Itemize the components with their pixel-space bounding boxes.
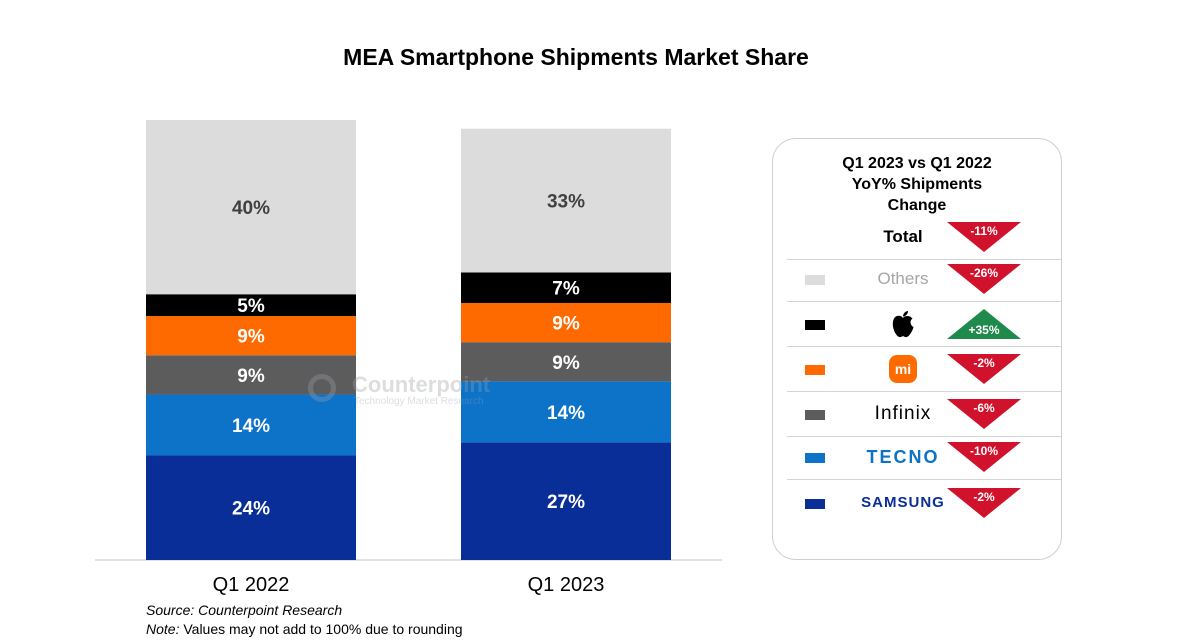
watermark-name: Counterpoint	[352, 372, 491, 397]
bar-segment	[146, 294, 356, 317]
yoy-change-label: -10%	[970, 444, 998, 458]
legend-swatch	[805, 320, 825, 330]
decrease-triangle-icon: -11%	[947, 222, 1021, 252]
bar-segment	[461, 272, 671, 303]
data-label: 9%	[552, 314, 580, 335]
decrease-triangle-icon: -2%	[947, 354, 1021, 384]
bar-segment	[146, 316, 356, 356]
yoy-change-label: -11%	[970, 224, 998, 238]
source-label: Source:	[146, 602, 195, 618]
footer: Source: Counterpoint Research Note: Valu…	[146, 601, 463, 639]
x-tick-label: Q1 2023	[528, 574, 605, 596]
panel-title-line: YoY% Shipments	[851, 176, 983, 193]
yoy-change-panel: Q1 2023 vs Q1 2022 YoY% Shipments Change…	[772, 138, 1062, 560]
bar-segment	[146, 455, 356, 560]
note-label: Note:	[146, 621, 180, 637]
source-line: Source: Counterpoint Research	[146, 601, 463, 620]
watermark-tagline: Technology Market Research	[354, 396, 484, 407]
data-label: 14%	[232, 416, 270, 437]
data-label: 27%	[547, 492, 585, 513]
bar-segment	[461, 342, 671, 382]
yoy-change-label: -26%	[970, 266, 998, 280]
bar-segment	[461, 128, 671, 273]
x-tick-label: Q1 2022	[213, 574, 290, 596]
data-label: 14%	[547, 403, 585, 424]
yoy-row: mi -2%	[787, 347, 1061, 392]
decrease-triangle-icon: -6%	[947, 399, 1021, 429]
bar-segment	[461, 442, 671, 560]
decrease-triangle-icon: -2%	[947, 488, 1021, 518]
yoy-row: TECNO -10%	[787, 435, 1061, 480]
panel-title-line: Change	[887, 197, 947, 214]
yoy-row: Infinix -6%	[787, 392, 1061, 437]
data-label: 9%	[237, 366, 265, 387]
note-line: Note: Values may not add to 100% due to …	[146, 620, 463, 639]
yoy-row: Others -26%	[787, 257, 1061, 302]
data-label: 5%	[237, 296, 265, 317]
data-label: 9%	[552, 353, 580, 374]
chart-title: MEA Smartphone Shipments Market Share	[343, 44, 809, 70]
yoy-change-label: -2%	[973, 490, 995, 504]
bar-segment	[146, 120, 356, 295]
infinix-logo: Infinix	[874, 403, 932, 424]
data-label: 9%	[237, 327, 265, 348]
data-label: 24%	[232, 499, 270, 520]
decrease-triangle-icon: -10%	[947, 442, 1021, 472]
others-label: Others	[877, 269, 929, 288]
samsung-logo: SAMSUNG	[861, 494, 945, 511]
increase-triangle-icon: +35%	[947, 309, 1021, 339]
xiaomi-icon: mi	[847, 347, 959, 391]
bar-segment	[461, 302, 671, 343]
data-label: 7%	[552, 279, 580, 300]
yoy-change-label: -6%	[973, 401, 995, 415]
legend-swatch	[805, 275, 825, 285]
total-label: Total	[883, 227, 923, 246]
yoy-row: SAMSUNG -2%	[787, 481, 1061, 525]
legend-swatch	[805, 453, 825, 463]
tecno-logo: TECNO	[866, 447, 940, 467]
bar-segment	[461, 381, 671, 443]
data-label: 33%	[547, 192, 585, 213]
counterpoint-logo-icon	[308, 374, 336, 402]
panel-title-line: Q1 2023 vs Q1 2022	[842, 155, 992, 172]
data-label: 40%	[232, 198, 270, 219]
apple-icon	[847, 302, 959, 346]
bar-segment	[146, 394, 356, 456]
note-text: Values may not add to 100% due to roundi…	[183, 621, 463, 637]
yoy-change-label: +35%	[968, 323, 999, 337]
source-text: Counterpoint Research	[198, 602, 343, 618]
yoy-row: Total -11%	[787, 215, 1061, 260]
yoy-row: +35%	[787, 302, 1061, 347]
panel-title: Q1 2023 vs Q1 2022 YoY% Shipments Change	[773, 153, 1061, 216]
yoy-change-label: -2%	[973, 356, 995, 370]
legend-swatch	[805, 365, 825, 375]
legend-swatch	[805, 499, 825, 509]
decrease-triangle-icon: -26%	[947, 264, 1021, 294]
legend-swatch	[805, 410, 825, 420]
